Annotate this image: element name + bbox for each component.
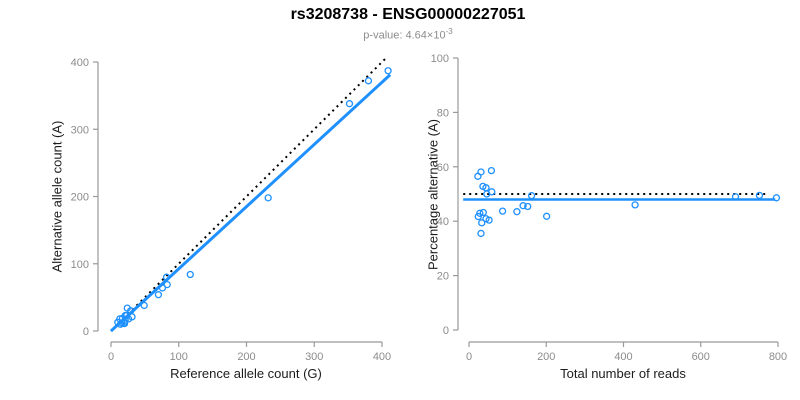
x-axis-tick-label: 0 [108,351,114,363]
x-axis-tick-label: 0 [466,351,472,363]
data-point [542,212,551,220]
data-point [488,188,496,196]
y-axis-tick-label: 80 [437,107,449,119]
y-axis-tick-label: 100 [431,53,449,65]
y-axis-tick-label: 400 [71,57,89,69]
data-point [731,193,740,201]
pvalue-text: p-value: 4.64×10 [363,29,446,42]
x-axis-tick-label: 100 [170,351,188,363]
y-axis-tick-label: 100 [71,259,89,271]
y-axis-tick-label: 300 [71,124,89,136]
data-point [498,207,507,215]
data-point [162,273,171,281]
pvalue-exponent: -3 [445,27,453,36]
data-point [479,208,487,217]
data-point [163,280,171,289]
data-point [524,202,532,211]
y-axis-tick-label: 0 [443,325,449,337]
data-point [345,100,354,108]
data-point [513,208,521,216]
data-point [140,301,148,310]
data-point [519,202,527,210]
data-point [364,77,373,85]
data-point [478,219,486,227]
y-axis-tick-label: 200 [71,192,89,204]
y-axis-tick-label: 60 [437,162,449,174]
left-plot-x-axis-label: Reference allele count (G) [170,366,322,381]
y-axis-tick-label: 0 [83,326,89,338]
right-plot-x-axis-label: Total number of reads [560,366,686,381]
identity-dotted-line [110,55,389,332]
data-point [384,67,392,75]
figure-title: rs3208738 - ENSG00000227051 [290,6,526,23]
x-axis-tick-label: 300 [305,351,323,363]
x-axis-tick-label: 400 [614,351,632,363]
data-point [755,191,764,200]
figure-subtitle-pvalue: p-value: 4.64×10-3 [8,27,800,42]
data-point [158,284,167,292]
left-plot-y-axis-label: Alternative allele count (A) [49,120,65,273]
fit-line [109,73,392,333]
data-point [631,201,639,209]
x-axis-tick-label: 800 [769,351,787,363]
data-point [477,229,485,238]
x-axis-tick-label: 400 [373,351,391,363]
data-point [116,320,125,328]
data-point [128,313,136,321]
data-point [476,209,484,217]
data-point [485,216,493,224]
y-axis-tick-label: 40 [437,216,449,228]
y-axis-tick-label: 20 [437,271,449,283]
x-axis-tick-label: 600 [692,351,710,363]
data-point [487,166,496,175]
data-point [186,270,194,279]
data-point [264,194,272,202]
data-point [527,191,536,200]
data-point [477,168,485,176]
x-axis-tick-label: 200 [237,351,255,363]
data-point [772,194,781,202]
right-plot-y-axis-label: Percentage alternative (A) [425,118,441,271]
data-point [154,291,163,299]
data-point [121,316,129,324]
x-axis-tick-label: 200 [537,351,555,363]
